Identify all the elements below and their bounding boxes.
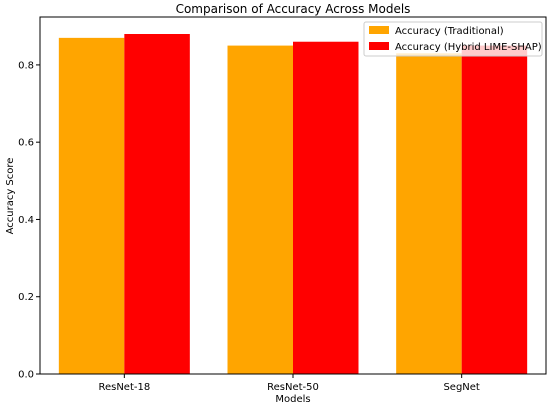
x-axis-ticks: ResNet-18 ResNet-50 SegNet <box>98 374 480 393</box>
legend-frame <box>363 21 543 57</box>
x-axis-label: Models <box>275 394 310 405</box>
bar-traditional-resnet-50 <box>227 45 293 374</box>
bar-hybrid-resnet-50 <box>293 41 359 375</box>
legend: Accuracy (Traditional) Accuracy (Hybrid … <box>363 21 543 57</box>
y-tick-label: 0.0 <box>18 370 34 381</box>
x-tick-label: ResNet-18 <box>98 382 150 393</box>
bar-hybrid-resnet-18 <box>124 34 190 374</box>
plot-frame <box>39 16 547 375</box>
y-axis-label: Accuracy Score <box>5 158 16 235</box>
y-tick-label: 0.6 <box>18 138 34 149</box>
y-tick-label: 0.2 <box>18 292 34 303</box>
legend-swatch-hybrid <box>369 42 389 50</box>
x-tick-label: SegNet <box>443 382 479 393</box>
y-tick-label: 0.8 <box>18 60 34 71</box>
chart-title: Comparison of Accuracy Across Models <box>176 2 411 16</box>
legend-label-hybrid: Accuracy (Hybrid LIME-SHAP) <box>395 42 542 53</box>
bar-traditional-segnet <box>396 53 462 375</box>
bars-group <box>58 34 528 375</box>
bar-hybrid-segnet <box>461 45 528 374</box>
y-tick-label: 0.4 <box>18 215 34 226</box>
legend-swatch-traditional <box>369 26 389 34</box>
y-axis-ticks: 0.0 0.2 0.4 0.6 0.8 <box>18 60 40 381</box>
legend-label-traditional: Accuracy (Traditional) <box>395 26 504 37</box>
x-tick-label: ResNet-50 <box>267 382 319 393</box>
bar-traditional-resnet-18 <box>58 37 125 374</box>
